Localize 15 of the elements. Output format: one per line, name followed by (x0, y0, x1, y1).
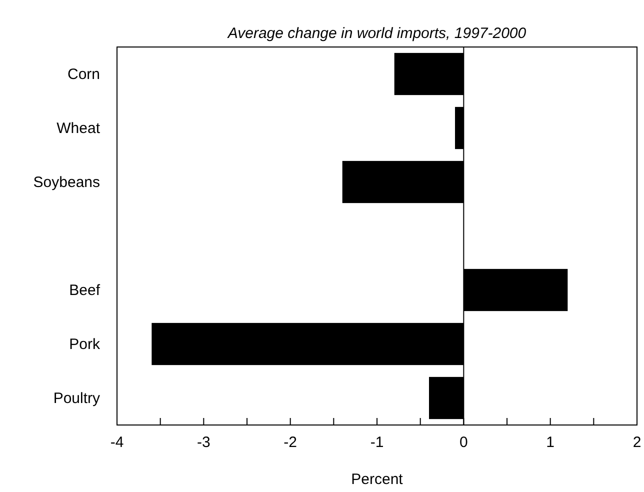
x-tick-label: -2 (284, 434, 298, 451)
y-tick-label: Pork (69, 336, 100, 353)
y-tick-label: Poultry (53, 390, 100, 407)
x-tick-label: 0 (459, 434, 468, 451)
y-tick-label: Corn (67, 66, 100, 83)
x-tick-label: -4 (110, 434, 124, 451)
x-tick-label: 1 (546, 434, 555, 451)
x-axis-title: Percent (351, 471, 404, 488)
x-tick-label: -1 (370, 434, 384, 451)
chart-title: Average change in world imports, 1997-2000 (226, 25, 527, 42)
y-tick-label: Beef (69, 282, 101, 299)
x-tick-label: -3 (196, 434, 210, 451)
y-tick-label: Soybeans (33, 174, 100, 191)
y-tick-label: Wheat (56, 120, 101, 137)
x-tick-label: 2 (632, 434, 642, 451)
